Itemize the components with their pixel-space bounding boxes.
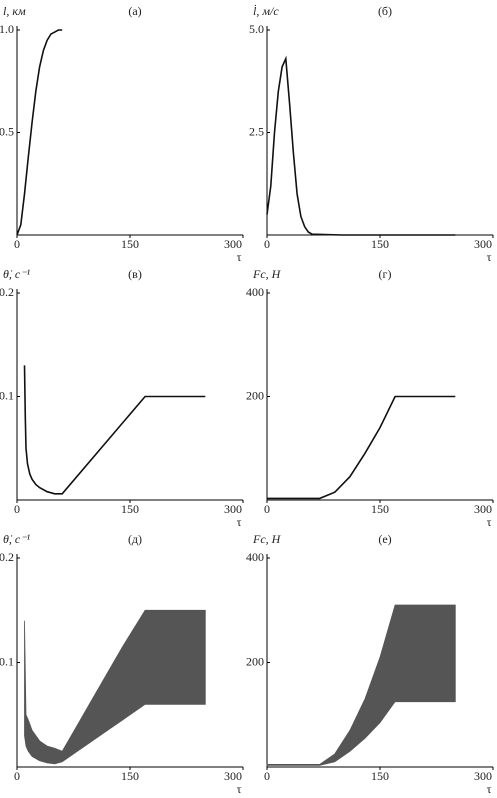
x-tick-label: 300 [224,769,242,783]
x-tick-label: 300 [224,237,242,251]
data-band [24,609,206,765]
y-tick-label: 0.2 [0,550,14,564]
panel-label: (в) [128,267,142,281]
x-tick-label: 0 [14,769,20,783]
y-axis-label: l, км [3,4,26,18]
x-axis-label: τ [487,782,492,796]
x-tick-label: 300 [474,237,492,251]
x-tick-label: 150 [371,502,389,516]
x-tick-label: 300 [474,769,492,783]
x-tick-label: 150 [371,769,389,783]
data-line [23,365,206,495]
data-line [266,55,456,236]
x-tick-label: 0 [264,769,270,783]
data-band [266,604,456,766]
x-axis-label: τ [237,782,242,796]
y-tick-label: 0.1 [0,654,14,668]
y-axis-label: θ̇, с⁻¹ [3,532,31,546]
x-axis-label: τ [237,250,242,264]
y-tick-label: 0.5 [0,124,14,138]
data-line [267,395,456,500]
data-line [16,29,63,236]
x-axis-label: τ [487,515,492,529]
x-tick-label: 300 [224,502,242,516]
x-tick-label: 150 [371,237,389,251]
x-axis-label: τ [487,250,492,264]
x-tick-label: 300 [474,502,492,516]
y-tick-label: 2.5 [249,124,264,138]
x-tick-label: 150 [121,237,139,251]
x-tick-label: 150 [121,769,139,783]
x-tick-label: 0 [264,502,270,516]
y-tick-label: 5.0 [249,22,264,36]
y-axis-label: l̇, м/с [253,3,279,17]
y-tick-label: 200 [246,388,264,402]
x-tick-label: 0 [14,237,20,251]
y-axis-label: Fc, Н [252,267,282,281]
y-tick-label: 0.2 [0,285,14,299]
y-tick-label: 400 [246,285,264,299]
y-tick-label: 400 [246,550,264,564]
panel-label: (б) [378,4,392,18]
panel-label: (г) [379,267,392,281]
panel-label: (а) [128,4,141,18]
x-tick-label: 0 [264,237,270,251]
y-axis-label: Fc, Н [252,532,282,546]
x-tick-label: 0 [14,502,20,516]
y-axis-label: θ̇, с⁻¹ [3,267,31,281]
y-tick-label: 200 [246,654,264,668]
x-axis-label: τ [237,515,242,529]
panel-label: (д) [128,532,142,546]
panel-label: (е) [378,532,391,546]
x-tick-label: 150 [121,502,139,516]
y-tick-label: 0.1 [0,388,14,402]
y-tick-label: 1.0 [0,22,14,36]
